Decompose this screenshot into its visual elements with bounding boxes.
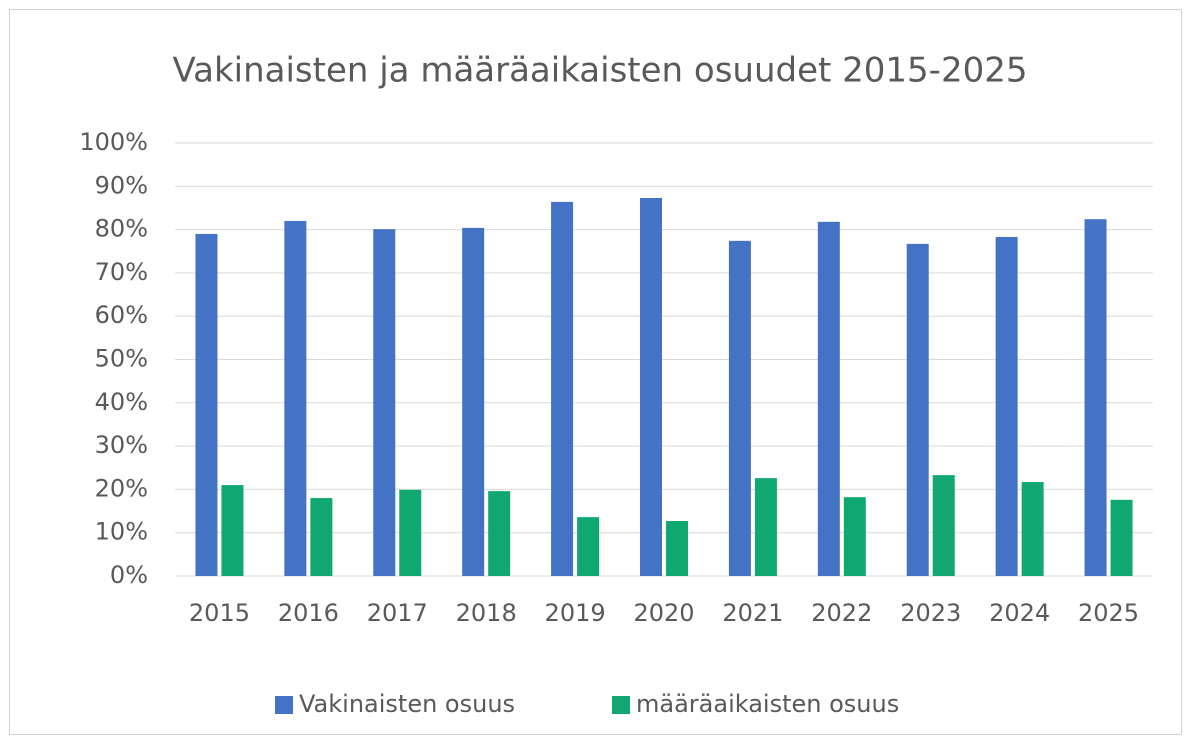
- bar: [310, 498, 333, 576]
- bar: [462, 227, 485, 577]
- y-tick-label: 20%: [95, 474, 148, 502]
- x-tick-label: 2017: [367, 599, 428, 627]
- y-tick-label: 80%: [95, 215, 148, 243]
- x-tick-label: 2016: [278, 599, 339, 627]
- y-tick-label: 30%: [95, 431, 148, 459]
- bar: [399, 489, 422, 576]
- legend-swatch: [612, 696, 630, 714]
- bar: [488, 491, 511, 576]
- bar: [728, 240, 751, 576]
- y-tick-label: 50%: [95, 345, 148, 373]
- bar: [577, 517, 600, 576]
- x-tick-label: 2022: [811, 599, 872, 627]
- y-tick-label: 70%: [95, 258, 148, 286]
- x-tick-label: 2015: [189, 599, 250, 627]
- bar: [284, 220, 307, 576]
- bar: [906, 243, 929, 576]
- bar: [817, 221, 840, 576]
- x-tick-label: 2020: [633, 599, 694, 627]
- y-tick-label: 0%: [110, 561, 148, 589]
- legend-swatch: [275, 696, 293, 714]
- y-tick-label: 100%: [79, 128, 148, 156]
- x-tick-label: 2019: [545, 599, 606, 627]
- bar: [995, 236, 1018, 576]
- bar: [666, 521, 688, 576]
- x-tick-label: 2018: [456, 599, 517, 627]
- bar: [1110, 499, 1133, 576]
- chart-title: Vakinaisten ja määräaikaisten osuudet 20…: [173, 51, 1028, 91]
- bar: [754, 478, 777, 576]
- x-tick-label: 2023: [900, 599, 961, 627]
- y-tick-label: 90%: [95, 171, 148, 199]
- legend-label: määräaikaisten osuus: [636, 690, 899, 718]
- bar: [551, 201, 574, 576]
- x-tick-label: 2025: [1078, 599, 1139, 627]
- bar: [640, 197, 662, 576]
- bar: [1021, 482, 1044, 576]
- x-tick-label: 2024: [989, 599, 1050, 627]
- bar: [221, 485, 244, 576]
- bar: [843, 497, 866, 576]
- bar: [1084, 219, 1107, 576]
- bar: [932, 475, 955, 576]
- x-tick-label: 2021: [722, 599, 783, 627]
- y-tick-label: 60%: [95, 301, 148, 329]
- bar: [373, 229, 396, 577]
- legend-label: Vakinaisten osuus: [299, 690, 515, 718]
- y-tick-label: 10%: [95, 518, 148, 546]
- bar: [195, 233, 218, 576]
- y-tick-label: 40%: [95, 388, 148, 416]
